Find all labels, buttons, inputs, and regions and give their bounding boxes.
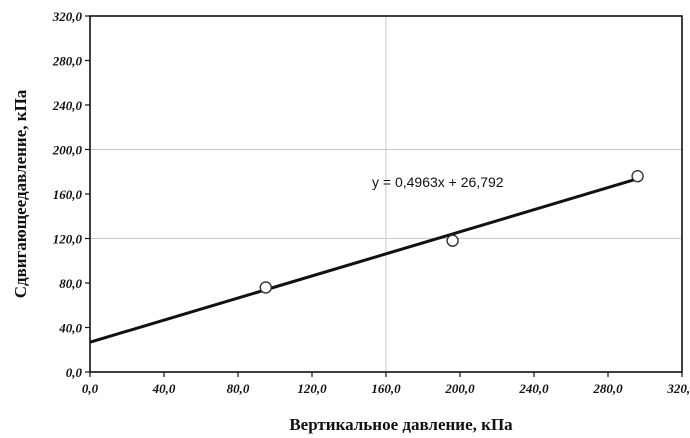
x-tick-label-0: 0,0 [82, 381, 99, 396]
y-axis-title: Сдвигающеедавление, кПа [11, 89, 30, 298]
trend-line [89, 177, 639, 344]
x-tick-label-7: 280,0 [592, 381, 623, 396]
y-tick-label-0: 0,0 [66, 365, 83, 380]
y-tick-label-1: 40,0 [58, 321, 82, 336]
data-point-0 [259, 281, 272, 294]
y-tick-label-8: 320,0 [52, 9, 83, 24]
y-tick-label-7: 280,0 [52, 54, 83, 69]
data-points [259, 169, 644, 294]
trend-equation: y = 0,4963x + 26,792 [372, 174, 504, 190]
data-point-1 [446, 234, 459, 247]
x-axis-ticks: 0,0 40,0 80,0 120,0 160,0 200,0 240,0 280,0 320,… [82, 372, 690, 396]
x-tick-label-4: 160,0 [371, 381, 401, 396]
y-tick-label-4: 160,0 [53, 187, 83, 202]
grid-lines [90, 16, 683, 372]
y-tick-label-6: 240,0 [52, 98, 83, 113]
data-point-2 [631, 169, 644, 183]
x-tick-label-3: 120,0 [297, 381, 327, 396]
y-tick-label-2: 80,0 [59, 276, 82, 291]
x-tick-label-5: 200,0 [444, 381, 475, 396]
x-tick-label-8: 320,0 [666, 381, 690, 396]
x-tick-label-6: 240,0 [518, 381, 549, 396]
y-tick-label-5: 200,0 [52, 143, 83, 158]
x-axis-title: Вертикальное давление, кПа [289, 415, 513, 434]
y-tick-label-3: 120,0 [53, 232, 83, 247]
x-tick-label-1: 40,0 [152, 381, 176, 396]
y-axis-ticks: 0,0 40,0 80,0 120,0 160,0 200,0 240,0 280,0 320,… [52, 9, 90, 380]
x-tick-label-2: 80,0 [227, 381, 250, 396]
